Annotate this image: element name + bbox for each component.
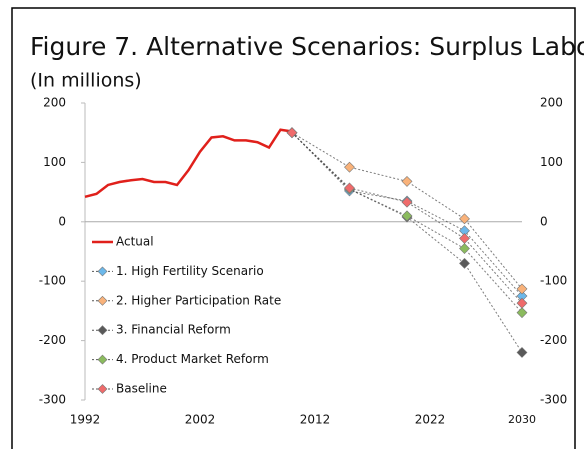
marker	[401, 210, 413, 222]
y-tick-label: 200	[43, 96, 66, 110]
marker	[344, 182, 355, 194]
marker	[286, 127, 298, 139]
y2-tick-label: 200	[540, 96, 563, 110]
marker	[516, 297, 528, 309]
legend-label: 3. Financial Reform	[116, 323, 231, 337]
legend-marker	[97, 325, 108, 336]
series-line	[291, 132, 523, 314]
legend-label: Actual	[116, 235, 154, 249]
marker	[516, 347, 528, 358]
y2-tick-label: -100	[540, 274, 567, 288]
x-tick-label: 1992	[70, 413, 101, 427]
legend-marker	[97, 295, 108, 306]
marker	[401, 196, 413, 208]
legend-label: 2. Higher Participation Rate	[116, 293, 281, 307]
y-tick-label: -100	[39, 274, 66, 288]
y2-tick-label: 100	[540, 155, 563, 169]
series-line	[291, 132, 523, 353]
chart-subtitle: (In millions)	[30, 70, 142, 92]
x-tick-label: 2022	[415, 413, 446, 427]
x-tick-label: 2012	[300, 413, 331, 427]
marker	[459, 243, 470, 254]
y2-tick-label: -200	[540, 333, 567, 347]
legend-marker	[97, 384, 108, 394]
marker	[401, 175, 413, 187]
legend-label: 4. Product Market Reform	[116, 352, 269, 366]
series-line	[84, 128, 293, 199]
marker	[459, 233, 470, 244]
legend-marker	[97, 354, 108, 365]
legend-marker	[97, 266, 108, 277]
legend-label: Baseline	[116, 382, 167, 396]
y-tick-label: 0	[58, 214, 66, 228]
chart-title: Figure 7. Alternative Scenarios: Surplus…	[30, 32, 584, 61]
frame	[11, 7, 576, 449]
marker	[459, 213, 470, 225]
x-tick-label: 2030	[508, 413, 536, 426]
x-tick-label: 2002	[185, 413, 216, 427]
marker	[459, 257, 470, 269]
y-tick-label: 100	[43, 155, 66, 169]
y2-tick-label: 0	[540, 214, 548, 228]
y-tick-label: -300	[39, 393, 66, 407]
series-line	[291, 132, 523, 290]
series-line	[291, 132, 523, 304]
marker	[516, 307, 528, 319]
y2-tick-label: -300	[540, 393, 567, 407]
marker	[344, 161, 355, 173]
marker	[516, 283, 528, 295]
y-tick-label: -200	[39, 333, 66, 347]
legend-label: 1. High Fertility Scenario	[116, 264, 264, 278]
